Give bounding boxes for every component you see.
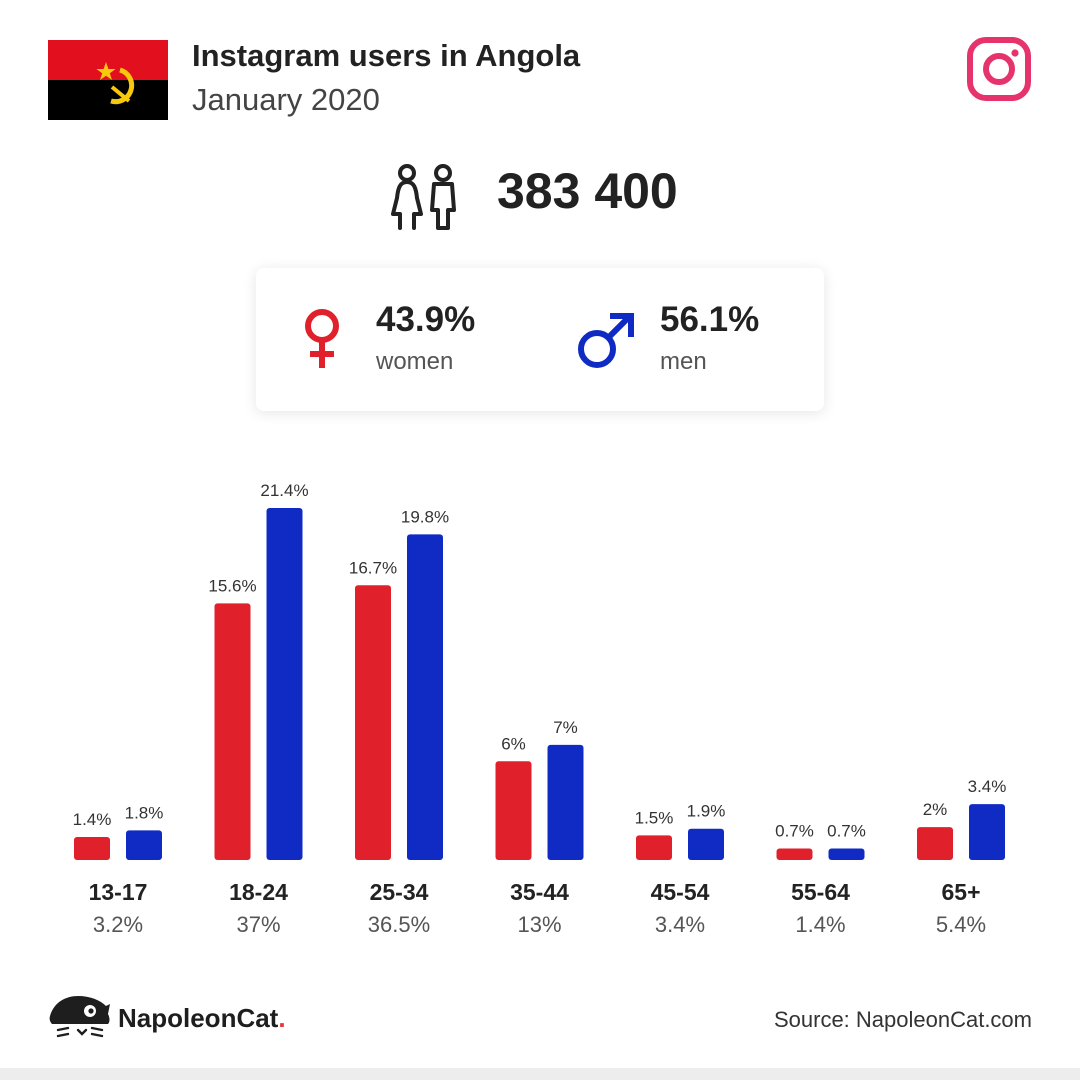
napoleoncat-logo-icon [49, 996, 110, 1038]
brand-name: NapoleonCat [118, 1003, 279, 1033]
bar-45-54-series-1 [636, 835, 672, 860]
age-group-label: 18-24 [229, 879, 288, 905]
bottom-strip [0, 1068, 1080, 1080]
age-group-total: 3.2% [93, 912, 143, 937]
brand-dot: . [278, 1003, 286, 1033]
age-group-total: 37% [236, 912, 280, 937]
bar-value-label: 1.9% [687, 802, 726, 821]
bar-65+-series-2 [969, 804, 1005, 860]
bar-value-label: 6% [501, 734, 526, 753]
age-group-label: 55-64 [791, 879, 850, 905]
bar-value-label: 1.4% [73, 810, 112, 829]
bar-13-17-series-2 [126, 830, 162, 860]
men-percentage: 56.1% [660, 300, 760, 339]
bar-65+-series-1 [917, 827, 953, 860]
bar-value-label: 16.7% [349, 558, 397, 577]
bar-value-label: 0.7% [827, 821, 866, 840]
page-title: Instagram users in Angola [192, 38, 581, 73]
bar-18-24-series-2 [266, 508, 303, 860]
bar-value-label: 1.5% [635, 808, 674, 827]
bar-25-34-series-2 [407, 534, 443, 860]
instagram-logo-icon [967, 37, 1031, 101]
bar-18-24-series-1 [214, 603, 251, 860]
men-label: men [660, 348, 707, 375]
bar-45-54-series-2 [688, 828, 724, 860]
bar-value-label: 2% [923, 800, 948, 819]
bar-value-label: 3.4% [968, 777, 1007, 796]
gender-split-card: 43.9% women 56.1% men [256, 268, 824, 411]
male-symbol-icon [578, 313, 634, 368]
bar-value-label: 21.4% [260, 481, 308, 500]
bar-value-label: 15.6% [208, 576, 256, 595]
age-group-label: 35-44 [510, 879, 569, 905]
bar-13-17-series-1 [74, 836, 110, 860]
bar-value-label: 0.7% [775, 821, 814, 840]
women-percentage: 43.9% [376, 300, 476, 339]
bar-25-34-series-1 [355, 585, 391, 860]
age-group-label: 25-34 [370, 879, 429, 905]
bar-value-label: 19.8% [401, 507, 449, 526]
age-group-total: 1.4% [795, 912, 845, 937]
bar-55-64-series-1 [776, 848, 813, 860]
angola-flag [48, 40, 168, 120]
bar-35-44-series-1 [495, 761, 532, 860]
bar-55-64-series-2 [828, 848, 865, 860]
people-icon [391, 164, 456, 230]
age-group-total: 3.4% [655, 912, 705, 937]
source-credit: Source: NapoleonCat.com [773, 1007, 1032, 1032]
female-symbol-icon [305, 309, 339, 368]
age-group-label: 65+ [941, 879, 980, 905]
bar-value-label: 1.8% [125, 803, 164, 822]
age-group-total: 5.4% [936, 912, 986, 937]
page-subtitle: January 2020 [192, 82, 380, 117]
total-users-value: 383 400 [497, 163, 678, 219]
napoleoncat-brand: NapoleonCat. [118, 1003, 286, 1034]
age-group-label: 13-17 [89, 879, 148, 905]
bar-value-label: 7% [553, 718, 578, 737]
age-gender-bar-chart: 1.4% 1.8% 13-17 3.2% 15.6% 21.4% 18-24 37% 16.7%… [73, 481, 1007, 937]
women-label: women [376, 348, 454, 375]
age-group-label: 45-54 [651, 879, 710, 905]
bar-35-44-series-2 [547, 744, 584, 860]
age-group-total: 36.5% [368, 912, 430, 937]
age-group-total: 13% [517, 912, 561, 937]
